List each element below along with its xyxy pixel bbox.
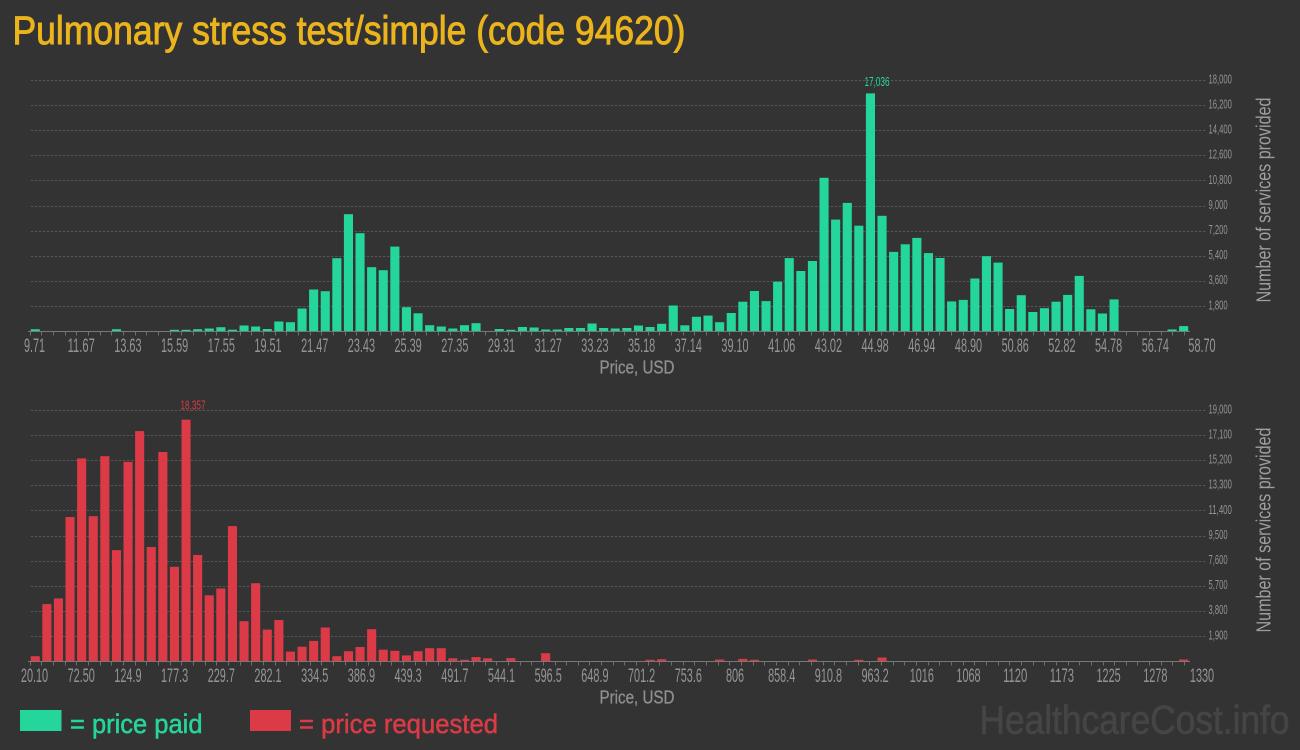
svg-text:963.2: 963.2	[862, 666, 889, 687]
svg-text:44.98: 44.98	[862, 336, 889, 357]
svg-text:25.39: 25.39	[395, 336, 422, 357]
svg-text:37.14: 37.14	[675, 336, 702, 357]
svg-text:Price, USD: Price, USD	[600, 688, 675, 708]
svg-text:39.10: 39.10	[721, 336, 748, 357]
svg-text:177.3: 177.3	[161, 666, 188, 687]
svg-text:596.5: 596.5	[535, 666, 562, 687]
svg-text:52.82: 52.82	[1048, 336, 1075, 357]
svg-text:27.35: 27.35	[441, 336, 468, 357]
svg-text:48.90: 48.90	[955, 336, 982, 357]
svg-text:701.2: 701.2	[628, 666, 655, 687]
svg-text:10,800: 10,800	[1209, 172, 1232, 187]
svg-text:13.63: 13.63	[114, 336, 141, 357]
svg-text:31.27: 31.27	[535, 336, 562, 357]
svg-text:1016: 1016	[910, 666, 934, 687]
svg-text:56.74: 56.74	[1142, 336, 1169, 357]
svg-text:3,600: 3,600	[1209, 272, 1228, 287]
svg-text:23.43: 23.43	[348, 336, 375, 357]
svg-text:282.1: 282.1	[254, 666, 281, 687]
svg-text:15.59: 15.59	[161, 336, 188, 357]
svg-text:910.8: 910.8	[815, 666, 842, 687]
svg-text:439.3: 439.3	[395, 666, 422, 687]
svg-text:5,700: 5,700	[1209, 577, 1228, 592]
svg-text:Number of services provided: Number of services provided	[1254, 428, 1276, 633]
svg-text:13,300: 13,300	[1209, 477, 1232, 492]
svg-text:334.5: 334.5	[301, 666, 328, 687]
svg-text:5,400: 5,400	[1209, 247, 1228, 262]
svg-text:806: 806	[726, 666, 744, 687]
svg-text:124.9: 124.9	[114, 666, 141, 687]
svg-text:1068: 1068	[956, 666, 980, 687]
svg-text:17,100: 17,100	[1209, 427, 1232, 442]
svg-text:Price, USD: Price, USD	[600, 358, 675, 378]
svg-text:Pulmonary stress test/simple (: Pulmonary stress test/simple (code 94620…	[13, 9, 686, 53]
svg-text:1,900: 1,900	[1209, 627, 1228, 642]
svg-text:46.94: 46.94	[908, 336, 935, 357]
svg-text:9,500: 9,500	[1209, 527, 1228, 542]
svg-text:20.10: 20.10	[21, 666, 48, 687]
svg-text:753.6: 753.6	[675, 666, 702, 687]
svg-text:7,600: 7,600	[1209, 552, 1228, 567]
svg-text:50.86: 50.86	[1002, 336, 1029, 357]
svg-text:491.7: 491.7	[441, 666, 468, 687]
svg-text:1120: 1120	[1003, 666, 1027, 687]
svg-text:19.51: 19.51	[254, 336, 281, 357]
svg-text:9.71: 9.71	[24, 336, 45, 357]
svg-text:229.7: 229.7	[208, 666, 235, 687]
svg-text:58.70: 58.70	[1188, 336, 1215, 357]
svg-text:1,800: 1,800	[1209, 297, 1228, 312]
svg-text:Number of services provided: Number of services provided	[1254, 98, 1276, 303]
svg-text:9,000: 9,000	[1209, 197, 1228, 212]
svg-text:1173: 1173	[1050, 666, 1074, 687]
svg-text:19,000: 19,000	[1209, 401, 1232, 416]
svg-text:29.31: 29.31	[488, 336, 515, 357]
svg-text:386.9: 386.9	[348, 666, 375, 687]
svg-text:21.47: 21.47	[301, 336, 328, 357]
svg-text:544.1: 544.1	[488, 666, 515, 687]
svg-text:16,200: 16,200	[1209, 97, 1232, 112]
svg-text:3,800: 3,800	[1209, 602, 1228, 617]
svg-text:12,600: 12,600	[1209, 147, 1232, 162]
svg-text:648.9: 648.9	[581, 666, 608, 687]
svg-text:11,400: 11,400	[1209, 502, 1232, 517]
svg-text:1330: 1330	[1190, 666, 1214, 687]
svg-text:72.50: 72.50	[68, 666, 95, 687]
svg-text:11.67: 11.67	[68, 336, 95, 357]
svg-text:15,200: 15,200	[1209, 452, 1232, 467]
svg-text:33.23: 33.23	[581, 336, 608, 357]
svg-text:18,357: 18,357	[181, 399, 206, 413]
svg-text:18,000: 18,000	[1209, 71, 1232, 86]
svg-text:1278: 1278	[1143, 666, 1167, 687]
svg-text:= price requested: = price requested	[299, 709, 498, 739]
svg-text:1225: 1225	[1097, 666, 1121, 687]
svg-text:41.06: 41.06	[768, 336, 795, 357]
svg-text:54.78: 54.78	[1095, 336, 1122, 357]
svg-text:35.18: 35.18	[628, 336, 655, 357]
svg-text:858.4: 858.4	[768, 666, 795, 687]
svg-text:17.55: 17.55	[208, 336, 235, 357]
svg-text:= price paid: = price paid	[70, 709, 203, 739]
svg-text:17,036: 17,036	[865, 75, 890, 89]
svg-text:7,200: 7,200	[1209, 222, 1228, 237]
svg-text:14,400: 14,400	[1209, 122, 1232, 137]
svg-text:HealthcareCost.info: HealthcareCost.info	[980, 699, 1290, 743]
svg-text:43.02: 43.02	[815, 336, 842, 357]
